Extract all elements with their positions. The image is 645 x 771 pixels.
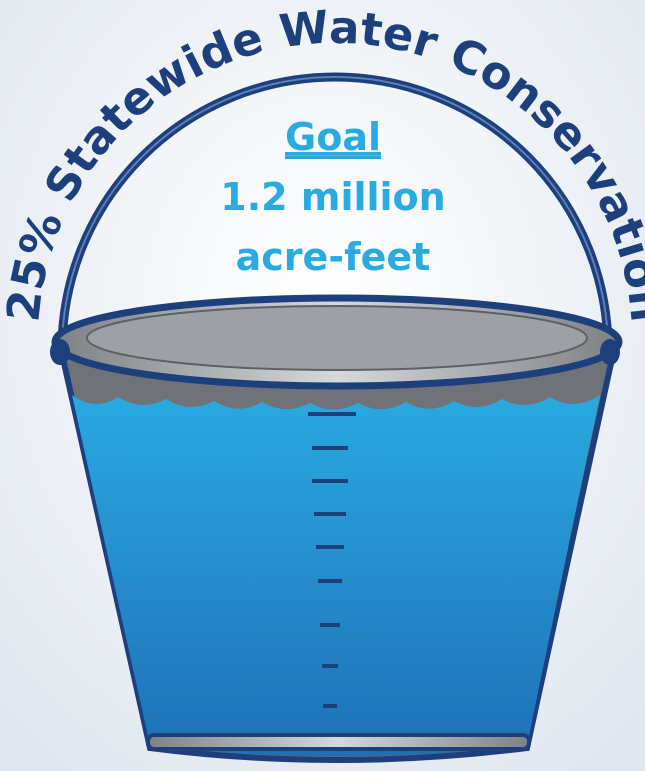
measure-mark — [312, 479, 348, 483]
goal-underline — [285, 156, 381, 159]
measure-mark — [320, 623, 340, 627]
goal-heading: Goal — [285, 115, 381, 159]
goal-amount: 1.2 million — [220, 175, 445, 219]
measure-mark — [316, 545, 344, 549]
measure-mark — [322, 664, 338, 668]
handle-rivet-left — [50, 339, 70, 365]
measure-mark — [314, 512, 346, 516]
measure-mark — [308, 412, 356, 416]
bucket-handle-highlight — [61, 76, 609, 351]
measure-marks — [308, 412, 356, 708]
water — [72, 395, 600, 757]
handle-rivet-right — [600, 339, 620, 365]
goal-unit: acre-feet — [236, 235, 431, 279]
bucket-inner — [86, 305, 588, 371]
bucket-base — [146, 733, 531, 751]
measure-mark — [323, 704, 337, 708]
measure-mark — [312, 446, 348, 450]
measure-mark — [318, 579, 342, 583]
